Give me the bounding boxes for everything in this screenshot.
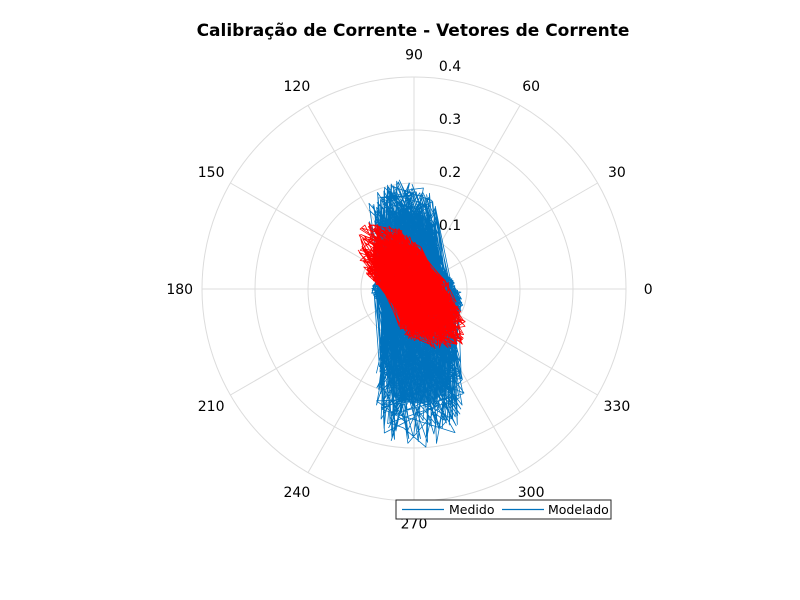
angle-tick-label: 120 bbox=[284, 79, 311, 95]
angle-tick-label: 150 bbox=[198, 165, 225, 181]
angle-tick-label: 270 bbox=[401, 516, 428, 532]
series-layer bbox=[357, 179, 466, 448]
angle-tick-label: 300 bbox=[518, 485, 545, 501]
series-modelado bbox=[357, 222, 466, 349]
angle-tick-label: 0 bbox=[644, 282, 653, 298]
angle-tick-label: 60 bbox=[522, 79, 540, 95]
legend-label-medido: Medido bbox=[449, 502, 494, 517]
angle-tick-label: 210 bbox=[198, 399, 225, 415]
r-tick-label: 0.4 bbox=[439, 59, 461, 75]
r-tick-label: 0.1 bbox=[439, 218, 461, 234]
legend-label-modelado: Modelado bbox=[548, 502, 609, 517]
series-trace bbox=[357, 222, 466, 349]
angle-tick-label: 180 bbox=[166, 282, 193, 298]
r-tick-label: 0.2 bbox=[439, 165, 461, 181]
angle-tick-label: 30 bbox=[608, 165, 626, 181]
chart-title: Calibração de Corrente - Vetores de Corr… bbox=[197, 21, 630, 41]
r-tick-label: 0.3 bbox=[439, 112, 461, 128]
angle-tick-label: 90 bbox=[405, 48, 423, 64]
tick-labels: 0.1 0.2 0.3 0.4 0 30 60 90 120 150 180 210 240 270 300… bbox=[166, 48, 652, 533]
angle-tick-label: 240 bbox=[284, 485, 311, 501]
angle-tick-label: 330 bbox=[604, 399, 631, 415]
legend: Medido Modelado bbox=[395, 499, 612, 520]
